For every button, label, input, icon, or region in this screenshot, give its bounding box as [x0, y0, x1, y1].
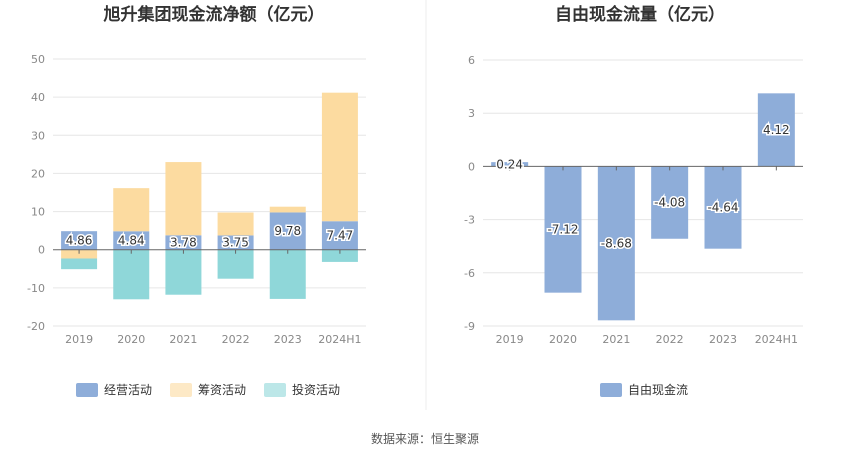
data-label: -4.08 — [654, 196, 685, 210]
left-chart-title: 旭升集团现金流净额（亿元） — [103, 4, 325, 25]
x-tick-label: 2021 — [602, 333, 630, 346]
data-label: -4.64 — [707, 201, 738, 215]
bar-自由现金流 — [651, 166, 689, 239]
bar-投资活动 — [165, 249, 202, 295]
bar-投资活动 — [61, 258, 98, 270]
data-label: 0.24 — [496, 157, 523, 171]
data-label: 4.12 — [763, 123, 790, 137]
x-tick-label: 2021 — [169, 333, 197, 346]
y-tick-label: -9 — [464, 320, 475, 333]
bar-经营活动 — [269, 212, 306, 250]
data-label: 3.78 — [170, 236, 197, 250]
legend-swatch — [600, 383, 622, 397]
x-tick-label: 2019 — [496, 333, 524, 346]
x-tick-label: 2022 — [656, 333, 684, 346]
y-tick-label: 0 — [38, 244, 45, 257]
bar-筹资活动 — [269, 206, 306, 213]
bar-筹资活动 — [165, 162, 202, 236]
x-tick-label: 2022 — [222, 333, 250, 346]
y-tick-label: 10 — [31, 206, 45, 219]
data-label: -7.12 — [547, 223, 578, 237]
data-label: 7.47 — [327, 228, 354, 242]
bar-经营活动 — [321, 221, 358, 250]
y-tick-label: -10 — [27, 282, 45, 295]
y-tick-label: 30 — [31, 129, 45, 142]
x-tick-label: 2024H1 — [318, 333, 361, 346]
legend-label[interactable]: 投资活动 — [292, 382, 340, 397]
right-chart: 6 3 0 -3 -6 -9 0.24 -7.12 -8.68 -4.08 -4.64 4.12 201… — [464, 54, 803, 397]
legend-label[interactable]: 经营活动 — [104, 383, 152, 397]
y-tick-label: 6 — [468, 54, 475, 67]
y-tick-label: 40 — [31, 91, 45, 104]
data-label: -8.68 — [601, 236, 632, 250]
data-source: 数据来源：恒生聚源 — [371, 431, 479, 446]
data-label: 3.75 — [222, 236, 249, 250]
legend-label[interactable]: 筹资活动 — [198, 383, 246, 397]
bar-投资活动 — [113, 249, 150, 300]
y-tick-label: 50 — [31, 53, 45, 66]
y-tick-label: -3 — [464, 214, 475, 227]
x-tick-label: 2023 — [709, 333, 737, 346]
data-label: 4.84 — [118, 233, 145, 247]
bar-投资活动 — [269, 249, 306, 299]
y-tick-label: 0 — [468, 160, 475, 173]
right-chart-title: 自由现金流量（亿元） — [555, 4, 725, 25]
bar-投资活动 — [217, 249, 254, 279]
left-chart: 50 40 30 20 10 0 -10 -20 4.86 4.84 3.78 3.75 9.78 7.4… — [27, 53, 366, 397]
bar-筹资活动 — [217, 212, 254, 236]
data-label: 9.78 — [274, 224, 301, 238]
bar-经营活动 — [165, 235, 202, 250]
legend-swatch — [170, 383, 192, 397]
y-tick-label: -20 — [27, 320, 45, 333]
bar-自由现金流 — [491, 162, 529, 167]
y-tick-label: -6 — [464, 267, 475, 280]
x-tick-label: 2023 — [274, 333, 302, 346]
x-tick-label: 2019 — [65, 333, 93, 346]
bar-筹资活动 — [61, 249, 98, 259]
y-tick-label: 3 — [468, 107, 475, 120]
legend-swatch — [76, 383, 98, 397]
x-tick-label: 2020 — [549, 333, 577, 346]
bar-自由现金流 — [757, 93, 795, 167]
bar-自由现金流 — [704, 166, 742, 249]
bar-投资活动 — [321, 249, 358, 262]
bar-筹资活动 — [113, 188, 150, 232]
y-tick-label: 20 — [31, 167, 45, 180]
bar-自由现金流 — [544, 166, 582, 293]
x-tick-label: 2024H1 — [755, 333, 798, 346]
bar-经营活动 — [61, 231, 98, 250]
bar-自由现金流 — [597, 166, 635, 321]
x-tick-label: 2020 — [117, 333, 145, 346]
legend-swatch — [264, 383, 286, 397]
bar-经营活动 — [113, 231, 150, 250]
bar-筹资活动 — [321, 92, 358, 222]
legend-label[interactable]: 自由现金流 — [628, 382, 688, 397]
data-label: 4.86 — [66, 233, 93, 247]
bar-经营活动 — [217, 235, 254, 250]
